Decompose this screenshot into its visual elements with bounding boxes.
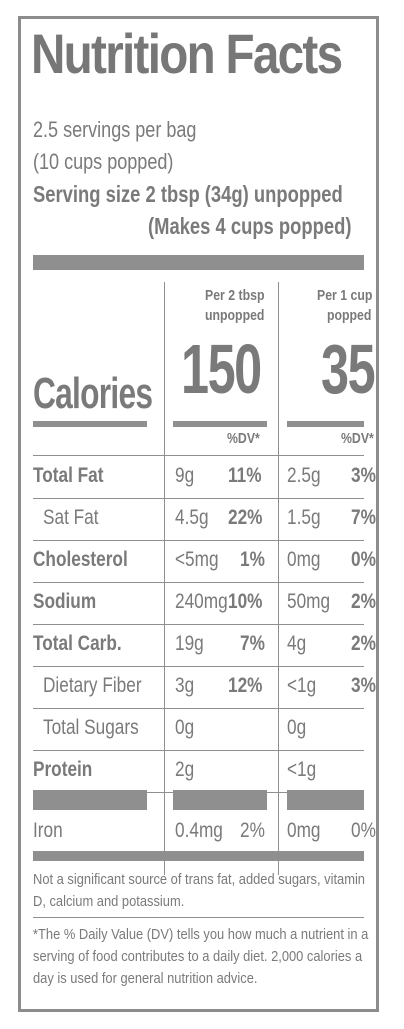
nutrient-name: Total Sugars xyxy=(43,716,139,739)
nutrient-row-divider xyxy=(33,498,364,499)
nutrient-dv-b: 0% xyxy=(351,548,376,571)
nutrient-name: Dietary Fiber xyxy=(43,674,142,697)
iron-dv-a: 2% xyxy=(240,819,265,842)
iron-label: Iron xyxy=(33,819,63,842)
thick-divider-bottom xyxy=(33,851,364,861)
nutrient-name: Total Fat xyxy=(33,464,104,487)
nutrient-name: Sodium xyxy=(33,590,97,613)
nutrient-row-divider xyxy=(33,708,364,709)
iron-dv-b: 0% xyxy=(351,819,376,842)
serving-size: Serving size 2 tbsp (34g) unpopped xyxy=(33,181,343,207)
nutrient-dv-b: 2% xyxy=(351,590,376,613)
nutrient-amount-a: <5mg xyxy=(175,548,219,571)
label-title: Nutrition Facts xyxy=(31,22,343,85)
nutrient-dv-a: 10% xyxy=(228,590,263,613)
iron-amount-b: 0mg xyxy=(287,819,321,842)
nutrient-header-divider xyxy=(33,455,364,456)
nutrient-amount-b: <1g xyxy=(287,758,317,781)
column-b-header-line1: Per 1 cup xyxy=(317,287,373,304)
nutrient-dv-a: 22% xyxy=(228,506,263,529)
column-a-header-line2: unpopped xyxy=(205,307,265,324)
nutrient-row-divider xyxy=(33,540,364,541)
nutrient-row-divider xyxy=(33,624,364,625)
iron-amount-a: 0.4mg xyxy=(175,819,223,842)
nutrient-dv-a: 7% xyxy=(240,632,265,655)
thick-divider-vitamins-left xyxy=(33,790,147,810)
thick-divider-vitamins-mid xyxy=(173,790,267,810)
calories-a-underline xyxy=(173,421,267,427)
nutrient-amount-b: 4g xyxy=(287,632,307,655)
nutrient-amount-a: 19g xyxy=(175,632,204,655)
nutrient-amount-b: 1.5g xyxy=(287,506,321,529)
nutrient-amount-b: 0mg xyxy=(287,548,321,571)
nutrient-dv-a: 11% xyxy=(228,464,262,487)
nutrient-amount-b: <1g xyxy=(287,674,317,697)
footnote-daily-value: *The % Daily Value (DV) tells you how mu… xyxy=(33,926,369,987)
nutrient-amount-b: 50mg xyxy=(287,590,331,613)
nutrient-amount-a: 4.5g xyxy=(175,506,209,529)
calories-b-underline xyxy=(287,421,364,427)
nutrient-name: Total Carb. xyxy=(33,632,122,655)
nutrient-amount-b: 0g xyxy=(287,716,307,739)
nutrient-row-divider xyxy=(33,582,364,583)
dv-header-b: %DV* xyxy=(341,430,374,447)
calories-value-b: 35 xyxy=(321,330,376,408)
footnote-not-significant: Not a significant source of trans fat, a… xyxy=(33,871,365,910)
nutrient-amount-a: 240mg xyxy=(175,590,228,613)
nutrient-dv-b: 3% xyxy=(351,674,376,697)
calories-value-a: 150 xyxy=(181,330,262,408)
thick-divider-top xyxy=(33,255,364,270)
nutrient-name: Cholesterol xyxy=(33,548,128,571)
popped-total: (10 cups popped) xyxy=(33,149,174,174)
nutrient-dv-b: 7% xyxy=(351,506,376,529)
nutrient-name: Protein xyxy=(33,758,93,781)
nutrient-row-divider xyxy=(33,666,364,667)
servings-per-container: 2.5 servings per bag xyxy=(33,117,197,142)
thick-divider-vitamins-right xyxy=(287,790,364,810)
nutrient-amount-a: 3g xyxy=(175,674,195,697)
column-divider-right xyxy=(278,282,279,875)
column-divider-left xyxy=(164,282,165,875)
calories-label: Calories xyxy=(33,369,153,418)
nutrient-amount-a: 2g xyxy=(175,758,195,781)
dv-header-a: %DV* xyxy=(227,430,260,447)
nutrition-facts-label: Nutrition Facts 2.5 servings per bag (10… xyxy=(18,16,379,1012)
nutrient-dv-a: 1% xyxy=(240,548,265,571)
serving-makes: (Makes 4 cups popped) xyxy=(148,213,352,239)
nutrient-dv-a: 12% xyxy=(228,674,263,697)
nutrient-amount-b: 2.5g xyxy=(287,464,321,487)
column-b-header-line2: popped xyxy=(327,307,372,324)
nutrient-dv-b: 2% xyxy=(351,632,376,655)
calories-underline xyxy=(33,421,147,427)
nutrient-dv-b: 3% xyxy=(351,464,376,487)
nutrient-row-divider xyxy=(33,750,364,751)
nutrient-name: Sat Fat xyxy=(43,506,99,529)
column-a-header-line1: Per 2 tbsp xyxy=(205,287,265,304)
nutrient-amount-a: 9g xyxy=(175,464,195,487)
nutrient-amount-a: 0g xyxy=(175,716,195,739)
footnote-divider xyxy=(33,917,364,918)
